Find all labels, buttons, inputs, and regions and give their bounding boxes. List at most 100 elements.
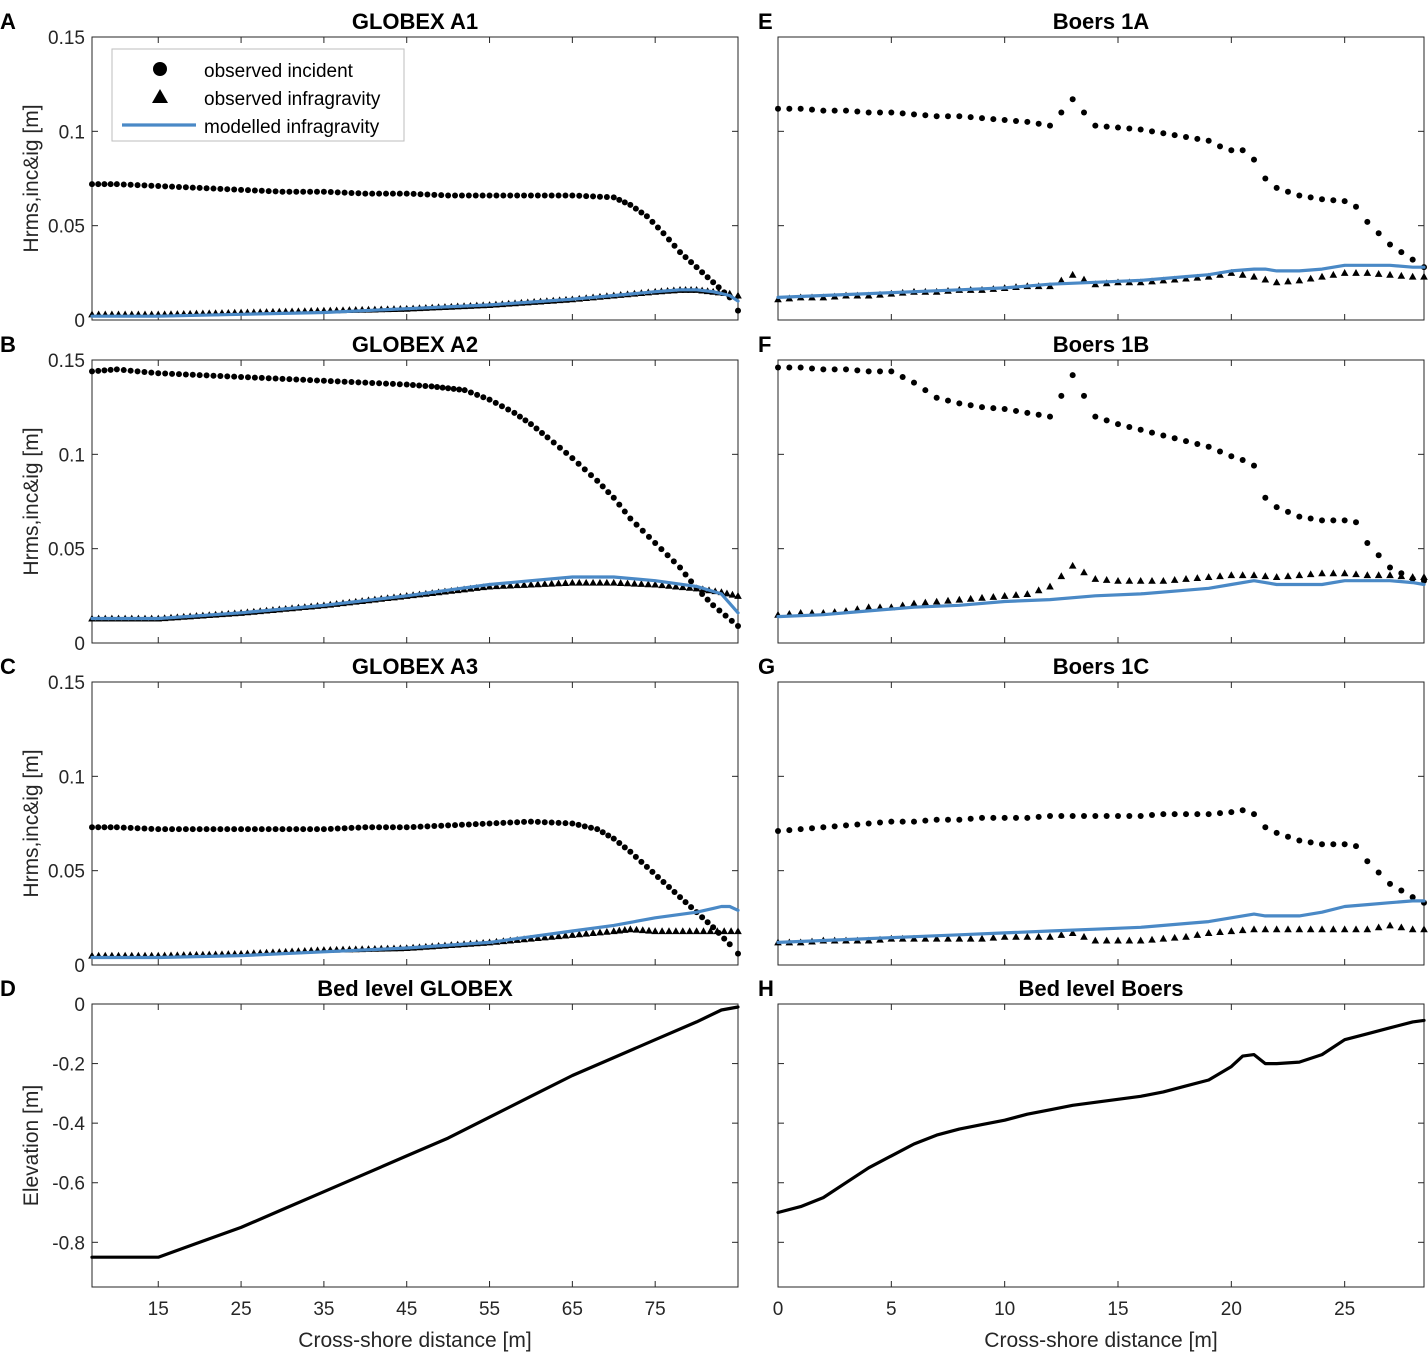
data-point-infragravity <box>651 927 659 935</box>
data-point-incident <box>189 371 196 378</box>
data-point-incident <box>621 844 628 851</box>
data-point-infragravity <box>609 927 618 935</box>
data-point-infragravity <box>1420 925 1428 933</box>
data-point-incident <box>486 396 493 403</box>
data-point-incident <box>113 366 120 373</box>
data-point-incident <box>548 192 555 199</box>
data-point-incident <box>341 825 348 832</box>
data-point-incident <box>735 950 741 957</box>
data-point-incident <box>498 403 505 410</box>
data-point-incident <box>113 824 120 831</box>
data-point-incident <box>1013 117 1019 124</box>
data-point-incident <box>710 279 717 286</box>
data-point-incident <box>1398 887 1405 894</box>
data-point-infragravity <box>706 927 715 935</box>
data-point-incident <box>1205 137 1212 144</box>
data-point-incident <box>538 429 545 436</box>
data-point-infragravity <box>678 583 687 591</box>
data-point-infragravity <box>1125 576 1134 584</box>
data-point-infragravity <box>932 934 941 942</box>
data-point-incident <box>1001 814 1008 821</box>
data-point-incident <box>610 194 617 201</box>
panel-title: Boers 1B <box>1053 332 1150 357</box>
data-point-incident <box>1296 192 1303 199</box>
data-point-incident <box>616 839 623 846</box>
data-point-incident <box>877 819 883 826</box>
data-point-infragravity <box>547 932 556 940</box>
data-point-incident <box>1285 833 1291 840</box>
data-point-incident <box>699 914 706 921</box>
data-point-incident <box>1228 809 1235 816</box>
data-point-incident <box>327 825 334 832</box>
data-point-incident <box>445 822 452 829</box>
data-point-infragravity <box>1080 568 1088 576</box>
data-point-incident <box>831 107 838 114</box>
axes-box <box>91 681 739 966</box>
data-point-infragravity <box>1204 573 1213 581</box>
data-point-incident <box>327 189 334 196</box>
legend-circle-icon <box>153 62 167 76</box>
data-point-incident <box>979 814 985 821</box>
data-point-incident <box>120 367 127 374</box>
data-point-infragravity <box>1182 932 1190 940</box>
series-line-modelled-infragravity <box>776 579 1426 619</box>
data-point-infragravity <box>540 580 549 587</box>
data-point-infragravity <box>685 583 694 591</box>
data-point-incident <box>434 384 441 391</box>
data-point-infragravity <box>955 595 964 603</box>
data-point-incident <box>671 242 678 249</box>
data-point-infragravity <box>568 578 577 586</box>
axes-box <box>91 36 739 321</box>
data-point-incident <box>514 819 521 826</box>
data-point-incident <box>486 192 493 199</box>
data-point-incident <box>710 924 717 931</box>
panel-label: H <box>758 976 774 1001</box>
data-point-incident <box>175 183 182 190</box>
data-point-incident <box>1353 843 1359 850</box>
panel-e: Boers 1A E <box>758 9 1428 321</box>
data-point-incident <box>348 379 355 386</box>
data-point-incident <box>1262 494 1269 501</box>
data-point-incident <box>101 824 108 831</box>
data-point-incident <box>1092 812 1099 819</box>
data-point-infragravity <box>1352 570 1360 578</box>
data-point-infragravity <box>1046 582 1054 590</box>
data-point-infragravity <box>561 579 570 586</box>
data-point-incident <box>775 105 781 112</box>
data-point-incident <box>224 373 231 380</box>
data-point-incident <box>1103 417 1110 424</box>
axes-box <box>91 1003 739 1288</box>
panel-label: A <box>0 9 16 34</box>
x-tick-label: 45 <box>396 1299 417 1320</box>
x-tick-label: 25 <box>1334 1299 1355 1320</box>
data-point-incident <box>521 192 528 199</box>
data-point-incident <box>452 192 459 199</box>
data-point-infragravity <box>1080 275 1088 283</box>
data-point-incident <box>1217 448 1223 455</box>
data-point-infragravity <box>1238 571 1247 579</box>
data-point-incident <box>956 400 963 407</box>
data-point-incident <box>1285 508 1291 515</box>
data-point-infragravity <box>492 582 501 590</box>
data-point-incident <box>1149 429 1155 436</box>
data-point-incident <box>369 190 376 197</box>
data-point-incident <box>465 192 472 199</box>
data-point-incident <box>369 824 376 831</box>
data-point-incident <box>990 405 997 412</box>
data-point-incident <box>1137 126 1144 133</box>
data-point-incident <box>1092 122 1099 129</box>
data-point-incident <box>480 394 487 401</box>
data-point-incident <box>1137 426 1144 433</box>
data-point-incident <box>575 460 582 467</box>
y-tick-label: 0.05 <box>48 862 85 883</box>
data-point-incident <box>865 368 872 375</box>
data-point-incident <box>541 192 548 199</box>
data-point-infragravity <box>1034 586 1043 594</box>
data-point-incident <box>682 571 689 578</box>
data-point-infragravity <box>1068 929 1077 936</box>
data-point-incident <box>182 371 189 378</box>
data-point-infragravity <box>582 929 590 937</box>
data-point-incident <box>1353 519 1359 526</box>
data-point-incident <box>196 372 203 379</box>
